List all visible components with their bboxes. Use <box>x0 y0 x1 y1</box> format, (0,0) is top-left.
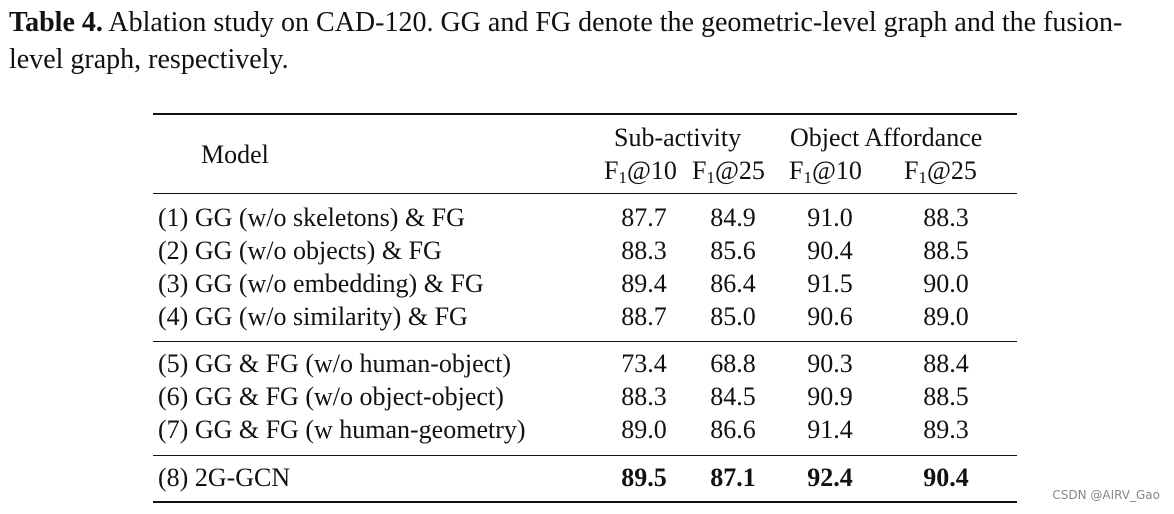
header-metric-4: F1@25 <box>904 156 977 193</box>
metric-suffix: @10 <box>811 156 862 185</box>
metric-suffix: @10 <box>626 156 677 185</box>
metric-subscript: 1 <box>706 168 715 187</box>
metric-prefix: F <box>604 156 619 185</box>
row-label: (7) GG & FG (w human-geometry) <box>158 415 526 444</box>
header-metric-3: F1@10 <box>789 156 862 193</box>
table-cell: 88.3 <box>621 382 667 411</box>
caption-text: Ablation study on CAD-120. GG and FG den… <box>9 7 1123 75</box>
row-label: (8) 2G-GCN <box>158 463 291 492</box>
table-cell: 68.8 <box>710 349 756 378</box>
table-cell: 89.3 <box>923 415 969 444</box>
header-object-affordance: Object Affordance <box>790 123 983 152</box>
group-rule-2 <box>153 455 1017 456</box>
bottom-rule <box>153 501 1017 503</box>
table-cell: 86.4 <box>710 269 756 298</box>
table-cell: 90.4 <box>807 236 853 265</box>
metric-prefix: F <box>789 156 804 185</box>
table-cell: 89.5 <box>621 463 667 492</box>
table-cell: 73.4 <box>621 349 667 378</box>
row-label: (6) GG & FG (w/o object-object) <box>158 382 504 411</box>
table-cell: 88.7 <box>621 302 667 331</box>
metric-prefix: F <box>692 156 707 185</box>
table-cell: 88.3 <box>923 203 969 232</box>
table-cell: 90.0 <box>923 269 969 298</box>
table-cell: 89.4 <box>621 269 667 298</box>
metric-suffix: @25 <box>714 156 765 185</box>
table-cell: 89.0 <box>923 302 969 331</box>
metric-prefix: F <box>904 156 919 185</box>
table-cell: 90.4 <box>923 463 969 492</box>
row-label: (4) GG (w/o similarity) & FG <box>158 302 468 331</box>
metric-subscript: 1 <box>618 168 627 187</box>
metric-suffix: @25 <box>926 156 977 185</box>
header-sub-activity: Sub-activity <box>614 123 742 152</box>
header-rule <box>153 193 1017 194</box>
table-cell: 90.6 <box>807 302 853 331</box>
caption-label: Table 4. <box>9 7 103 38</box>
table-cell: 84.9 <box>710 203 756 232</box>
table-cell: 86.6 <box>710 415 756 444</box>
table-cell: 91.5 <box>807 269 853 298</box>
table-cell: 85.0 <box>710 302 756 331</box>
header-model: Model <box>201 140 269 169</box>
table-cell: 88.4 <box>923 349 969 378</box>
table-cell: 90.9 <box>807 382 853 411</box>
metric-subscript: 1 <box>803 168 812 187</box>
table-cell: 92.4 <box>807 463 853 492</box>
table-cell: 90.3 <box>807 349 853 378</box>
table-cell: 84.5 <box>710 382 756 411</box>
table-cell: 87.7 <box>621 203 667 232</box>
table-cell: 88.3 <box>621 236 667 265</box>
row-label: (2) GG (w/o objects) & FG <box>158 236 442 265</box>
row-label: (5) GG & FG (w/o human-object) <box>158 349 512 378</box>
table-caption: Table 4. Ablation study on CAD-120. GG a… <box>9 4 1169 78</box>
watermark: CSDN @AIRV_Gao <box>1052 488 1160 502</box>
table-cell: 87.1 <box>710 463 756 492</box>
table-cell: 91.4 <box>807 415 853 444</box>
row-label: (3) GG (w/o embedding) & FG <box>158 269 484 298</box>
table-cell: 85.6 <box>710 236 756 265</box>
table-cell: 88.5 <box>923 236 969 265</box>
header-metric-1: F1@10 <box>604 156 677 193</box>
top-rule <box>153 113 1017 115</box>
table-cell: 88.5 <box>923 382 969 411</box>
header-metric-2: F1@25 <box>692 156 765 193</box>
table-cell: 91.0 <box>807 203 853 232</box>
group-rule-1 <box>153 341 1017 342</box>
row-label: (1) GG (w/o skeletons) & FG <box>158 203 465 232</box>
table-cell: 89.0 <box>621 415 667 444</box>
metric-subscript: 1 <box>918 168 927 187</box>
